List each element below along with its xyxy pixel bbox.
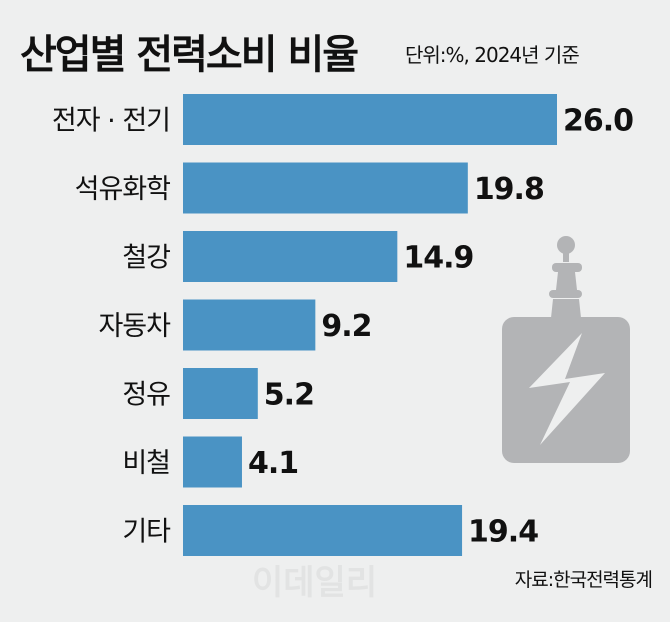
- bar: [183, 299, 316, 351]
- bars: 전자 · 전기 26.0 석유화학 19.8 철강 14.9 자동차 9.2 정유 5.2 비철 4.…: [52, 94, 634, 556]
- value-label: 4.1: [248, 446, 298, 481]
- bar: [183, 94, 557, 145]
- chart-title: 산업별 전력소비 비율: [20, 32, 358, 78]
- category-label: 석유화학: [75, 174, 171, 205]
- value-label: 26.0: [563, 104, 633, 139]
- value-label: 14.9: [403, 241, 473, 276]
- category-label: 비철: [122, 448, 170, 479]
- value-label: 5.2: [264, 378, 314, 413]
- bar: [183, 436, 242, 488]
- power-icon: [502, 236, 630, 463]
- bar: [183, 162, 468, 214]
- category-label: 자동차: [98, 311, 171, 342]
- bar: [183, 368, 258, 419]
- value-label: 19.8: [474, 172, 544, 207]
- category-label: 전자 · 전기: [52, 106, 170, 137]
- watermark: 이데일리: [252, 563, 377, 603]
- category-label: 철강: [122, 243, 170, 274]
- source-note: 자료:한국전력통계: [515, 569, 652, 591]
- value-label: 9.2: [321, 309, 371, 344]
- value-label: 19.4: [468, 515, 538, 550]
- bar: [183, 231, 398, 282]
- category-label: 기타: [122, 517, 171, 548]
- category-label: 정유: [122, 380, 170, 411]
- chart-subtitle: 단위:%, 2024년 기준: [405, 43, 579, 67]
- bar: [183, 505, 463, 556]
